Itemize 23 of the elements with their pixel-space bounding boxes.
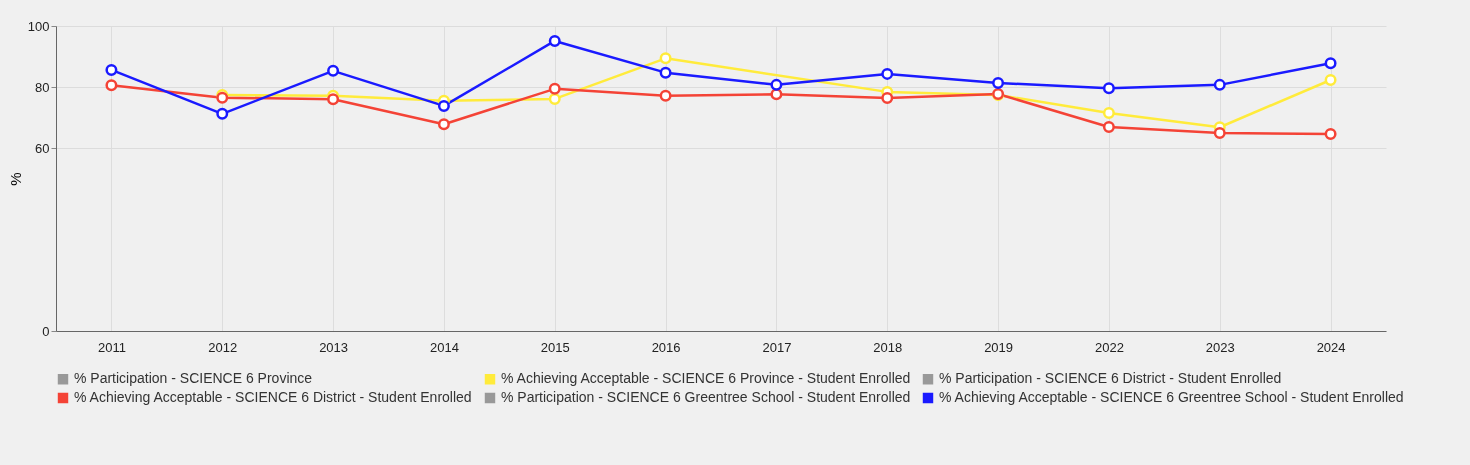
x-tick-label: 2015 (540, 339, 570, 355)
y-tick-label: 0 (42, 323, 50, 339)
legend-label: % Participation - SCIENCE 6 Greentree School - Student Enrolled (501, 389, 911, 405)
x-tick-label: 2017 (762, 339, 792, 355)
y-tick-label: 80 (35, 79, 50, 95)
legend-label: % Achieving Acceptable - SCIENCE 6 Province - Student Enrolled (501, 370, 911, 387)
legend-label: % Participation - SCIENCE 6 Province (74, 370, 313, 387)
x-tick-label: 2012 (208, 339, 238, 355)
x-tick-label: 2013 (319, 339, 349, 355)
x-tick-label: 2011 (97, 339, 126, 355)
x-tick-label: 2019 (984, 339, 1014, 355)
y-tick-label: 60 (35, 140, 50, 156)
x-tick-label: 2016 (651, 339, 681, 355)
x-tick-label: 2018 (873, 339, 903, 355)
y-axis-title: % (6, 172, 24, 186)
y-tick-label: 100 (27, 18, 50, 34)
legend-label: % Achieving Acceptable - SCIENCE 6 District - Student Enrolled (74, 389, 472, 405)
x-tick-label: 2014 (429, 339, 459, 355)
x-tick-label: 2024 (1316, 339, 1346, 355)
x-tick-label: 2022 (1094, 339, 1124, 355)
legend-label: % Achieving Acceptable - SCIENCE 6 Greentree School - Student Enrolled (939, 389, 1404, 405)
legend-label: % Participation - SCIENCE 6 District - Student Enrolled (939, 370, 1282, 387)
x-tick-label: 2023 (1205, 339, 1235, 355)
